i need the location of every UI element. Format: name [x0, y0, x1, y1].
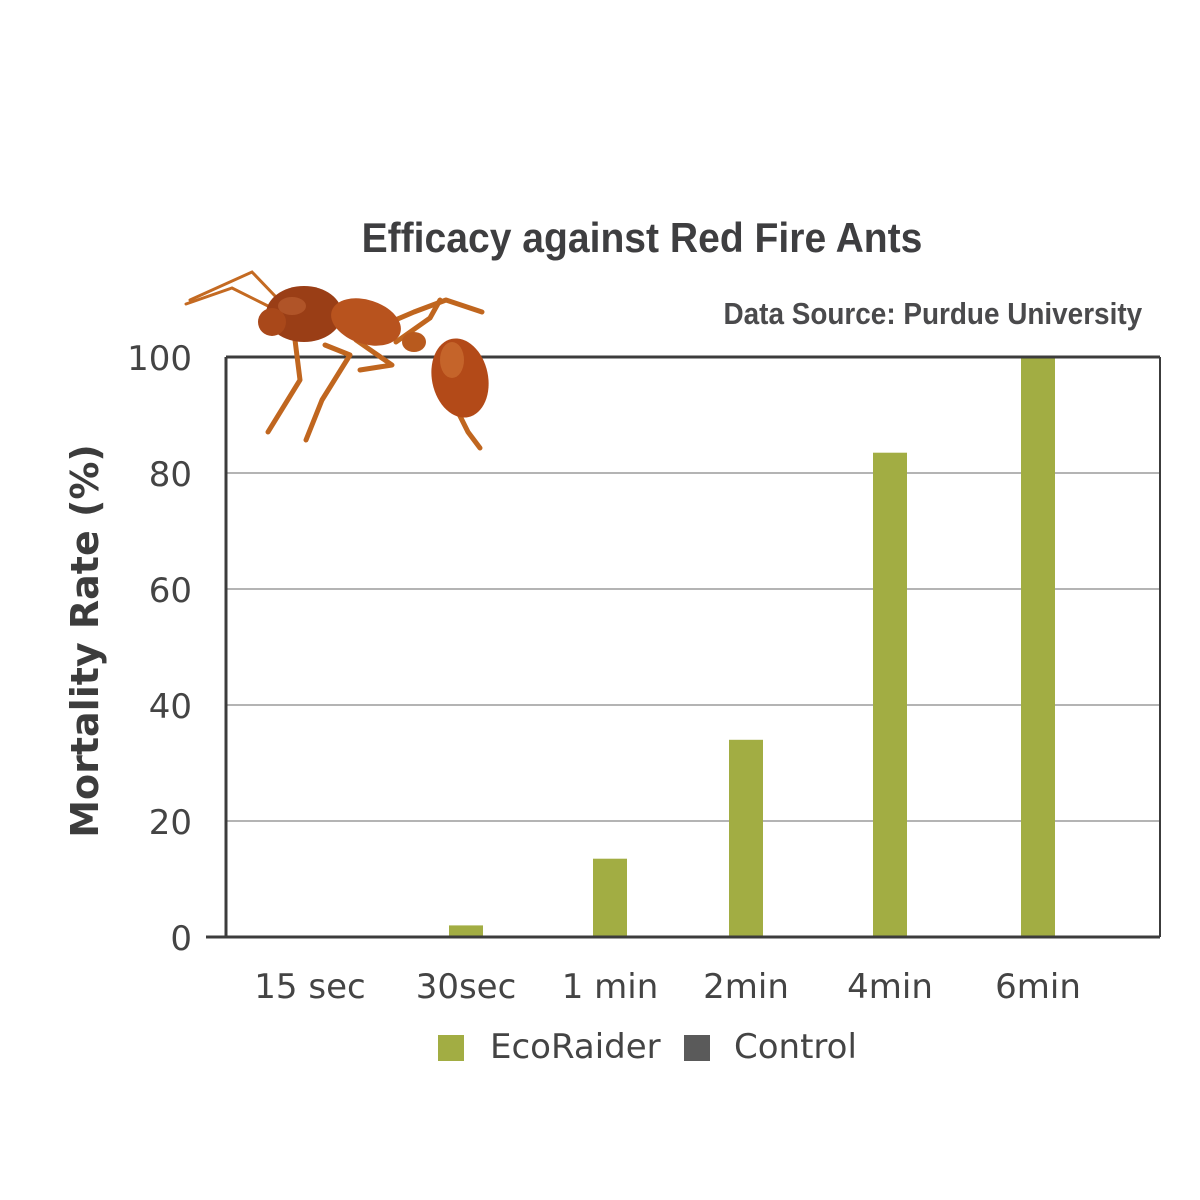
- data-source-note: Data Source: Purdue University: [723, 296, 1142, 331]
- ant-antenna: [184, 286, 270, 308]
- bar-ecoraider-5: [1021, 357, 1055, 937]
- x-tick-label: 30sec: [416, 967, 517, 1007]
- y-tick-label: 0: [170, 919, 192, 959]
- ant-leg: [265, 337, 303, 435]
- bar-ecoraider-4: [873, 452, 907, 937]
- ant-leg: [303, 342, 353, 443]
- x-tick-label: 4min: [847, 967, 933, 1007]
- y-tick-label: 40: [149, 687, 192, 727]
- ant-leg: [353, 337, 395, 373]
- ant-mandible: [258, 308, 286, 336]
- fire-ant-illustration: [184, 270, 489, 451]
- y-tick-label: 100: [127, 339, 192, 379]
- y-tick-label: 80: [149, 455, 192, 495]
- ant-petiole: [402, 332, 426, 352]
- legend-label-control: Control: [734, 1027, 857, 1067]
- x-tick-label: 2min: [703, 967, 789, 1007]
- bar-ecoraider-1: [449, 925, 483, 937]
- x-tick-label: 1 min: [562, 967, 659, 1007]
- y-axis-title: Mortality Rate (%): [63, 444, 107, 838]
- ant-highlight: [278, 297, 306, 315]
- x-tick-label: 6min: [995, 967, 1081, 1007]
- bar-ecoraider-2: [593, 858, 627, 937]
- legend-swatch-control: [684, 1035, 710, 1061]
- ant-highlight: [440, 342, 464, 378]
- chart-title: Efficacy against Red Fire Ants: [361, 214, 923, 261]
- x-tick-label: 15 sec: [254, 967, 365, 1007]
- ant-antenna: [188, 270, 278, 302]
- y-tick-label: 20: [149, 803, 192, 843]
- legend-label-ecoraider: EcoRaider: [490, 1027, 661, 1067]
- y-tick-label: 60: [149, 571, 192, 611]
- bar-ecoraider-3: [729, 739, 763, 937]
- legend-swatch-ecoraider: [438, 1035, 464, 1061]
- ant-gaster: [431, 338, 489, 418]
- ant-thorax: [331, 298, 401, 346]
